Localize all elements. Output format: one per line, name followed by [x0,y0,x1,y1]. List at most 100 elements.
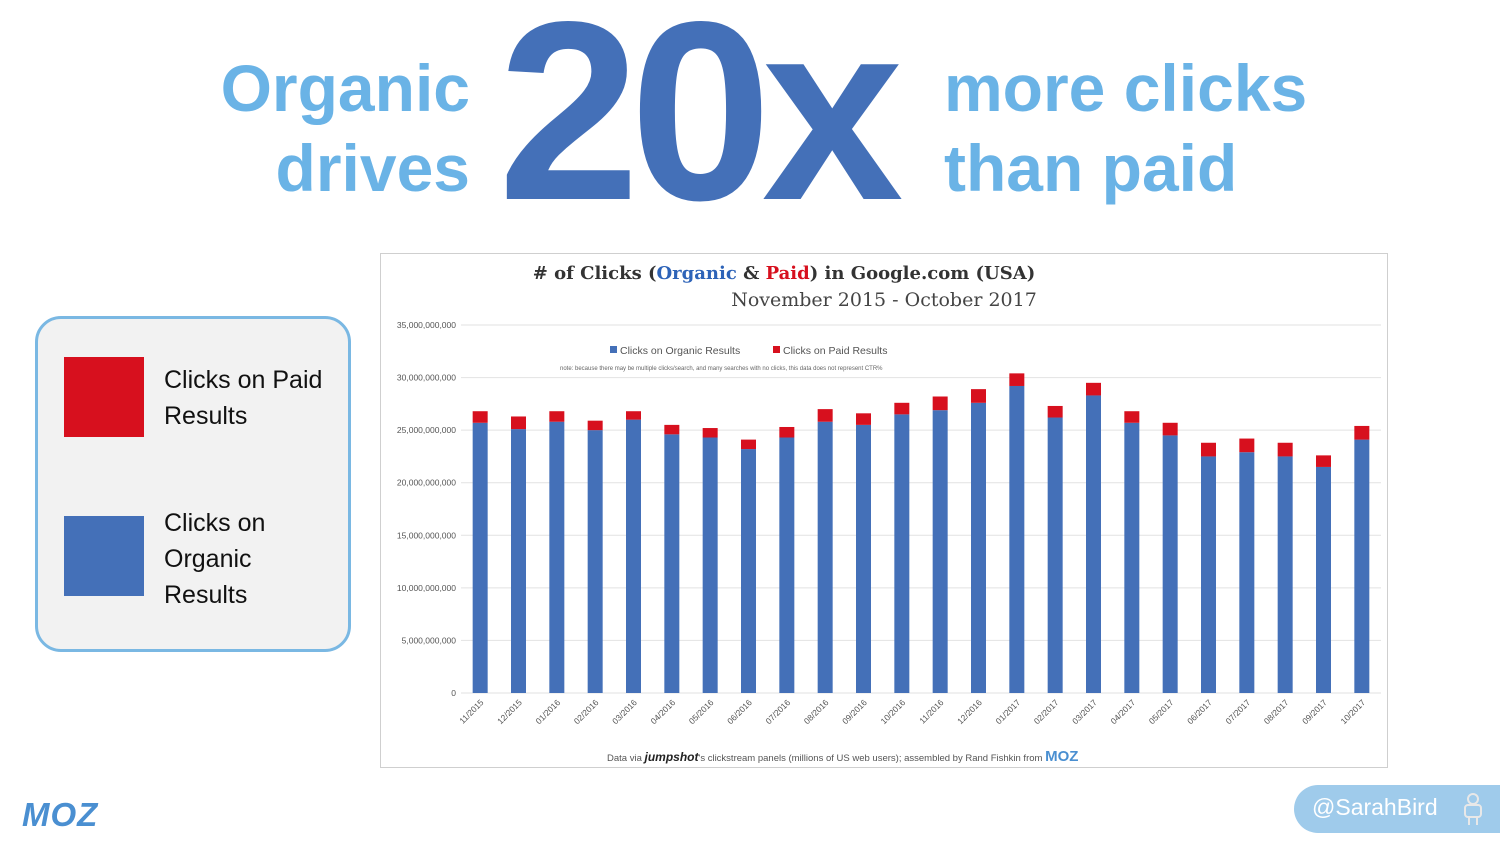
x-tick-label: 01/2016 [533,697,562,726]
grid-lines [461,324,1381,694]
x-tick-label: 04/2017 [1108,697,1137,726]
x-tick-label: 07/2016 [763,697,792,726]
footer-brand: jumpshot [643,750,700,764]
y-tick-label: 35,000,000,000 [397,320,456,330]
bar-organic [971,402,986,693]
bar-organic [702,437,718,693]
bars [472,373,1370,693]
bar-organic [1201,456,1216,693]
x-tick-label: 02/2016 [572,697,601,726]
bar-organic [664,434,680,693]
legend-organic-label: Clicks on Organic Results [620,345,740,357]
x-tick-label: 12/2016 [955,697,984,726]
chart-title-prefix: # of Clicks ( [533,263,657,284]
chart-title: # of Clicks (Organic & Paid) in Google.c… [533,263,1035,284]
x-axis-ticks: 11/2015 12/2015 01/2016 02/2016 03/2016 04/20… [457,697,1367,726]
side-legend: Clicks on Paid Results Clicks on Organic… [35,316,351,652]
y-tick-label: 15,000,000,000 [397,530,456,540]
paid-swatch [64,357,144,437]
chart-title-amp: & [737,263,766,284]
headline-multiplier: 20x [498,0,903,254]
bar-paid [1239,438,1255,453]
chart-footer: Data via jumpshot's clickstream panels (… [607,748,1078,765]
bar-organic [894,414,910,693]
chart-title-paid: Paid [766,263,811,284]
y-tick-label: 25,000,000,000 [397,425,456,435]
headline-right: more clicks than paid [944,48,1464,208]
bar-organic [1047,417,1063,693]
bar-organic [626,419,641,693]
bar-organic [1316,466,1331,693]
bar-organic [472,422,488,693]
x-tick-label: 06/2016 [725,697,754,726]
x-tick-label: 09/2017 [1300,697,1329,726]
y-tick-label: 0 [451,688,456,698]
bar-paid [472,411,488,423]
y-tick-label: 30,000,000,000 [397,373,456,383]
legend-paid-label: Clicks on Paid Results [783,345,887,357]
bar-organic [587,430,603,693]
x-tick-label: 10/2016 [878,697,907,726]
bar-organic [741,449,756,693]
y-tick-label: 5,000,000,000 [402,635,457,645]
footer-moz-logo: MOZ [1045,748,1078,765]
bar-paid [779,426,795,438]
bar-paid [894,402,910,415]
bar-organic [1239,452,1255,693]
twitter-handle-tab: @SarahBird [1294,785,1500,833]
headline-right-line2: than paid [944,131,1238,205]
bar-paid [626,411,641,420]
bar-paid [1316,455,1331,467]
footer-middle: 's clickstream panels (millions of US we… [699,753,1043,764]
bar-paid [549,411,565,422]
legend-organic-swatch [610,346,617,353]
x-tick-label: 08/2016 [802,697,831,726]
chart-title-suffix: ) in Google.com (USA) [810,263,1035,284]
x-tick-label: 05/2016 [687,697,716,726]
bar-paid [1354,425,1370,440]
x-tick-label: 11/2016 [917,697,946,726]
bar-organic [549,421,565,693]
legend-paid-swatch [773,346,780,353]
x-tick-label: 10/2017 [1338,697,1367,726]
chart-subtitle: November 2015 - October 2017 [731,289,1037,311]
bar-paid [1086,382,1101,396]
headline-left-line1: Organic [220,51,470,125]
x-tick-label: 08/2017 [1262,697,1291,726]
twitter-handle: @SarahBird [1312,794,1438,820]
bar-paid [587,420,603,431]
bar-paid [856,413,871,425]
bar-paid [932,396,948,411]
stacked-bar-chart: # of Clicks (Organic & Paid) in Google.c… [397,263,1381,765]
bar-paid [1047,405,1063,418]
x-tick-label: 05/2017 [1147,697,1176,726]
bar-paid [817,409,833,422]
bar-organic [856,424,871,693]
x-tick-label: 07/2017 [1223,697,1252,726]
bar-organic [1124,422,1140,693]
bar-organic [779,437,795,693]
bar-paid [1277,442,1293,457]
organic-swatch [64,516,144,596]
bar-paid [741,439,756,450]
chart-title-organic: Organic [657,263,737,284]
headline-left-line2: drives [275,131,470,205]
chart-note: note: because there may be multiple clic… [560,366,883,372]
bar-paid [971,389,986,403]
x-tick-label: 06/2017 [1185,697,1214,726]
headline-left: Organic drives [150,48,470,208]
x-tick-label: 03/2016 [610,697,639,726]
organic-legend-label: Clicks on Organic Results [164,509,266,609]
x-tick-label: 12/2015 [495,697,524,726]
chart-frame: # of Clicks (Organic & Paid) in Google.c… [380,253,1388,768]
x-tick-label: 01/2017 [993,697,1022,726]
x-tick-label: 02/2017 [1032,697,1061,726]
headline-right-line1: more clicks [944,51,1308,125]
x-tick-label: 03/2017 [1070,697,1099,726]
bar-paid [1124,411,1140,423]
bar-paid [702,428,718,438]
footer-prefix: Data via [607,753,643,764]
person-icon [1464,793,1482,825]
bar-paid [1201,442,1216,457]
bar-organic [1162,435,1178,693]
